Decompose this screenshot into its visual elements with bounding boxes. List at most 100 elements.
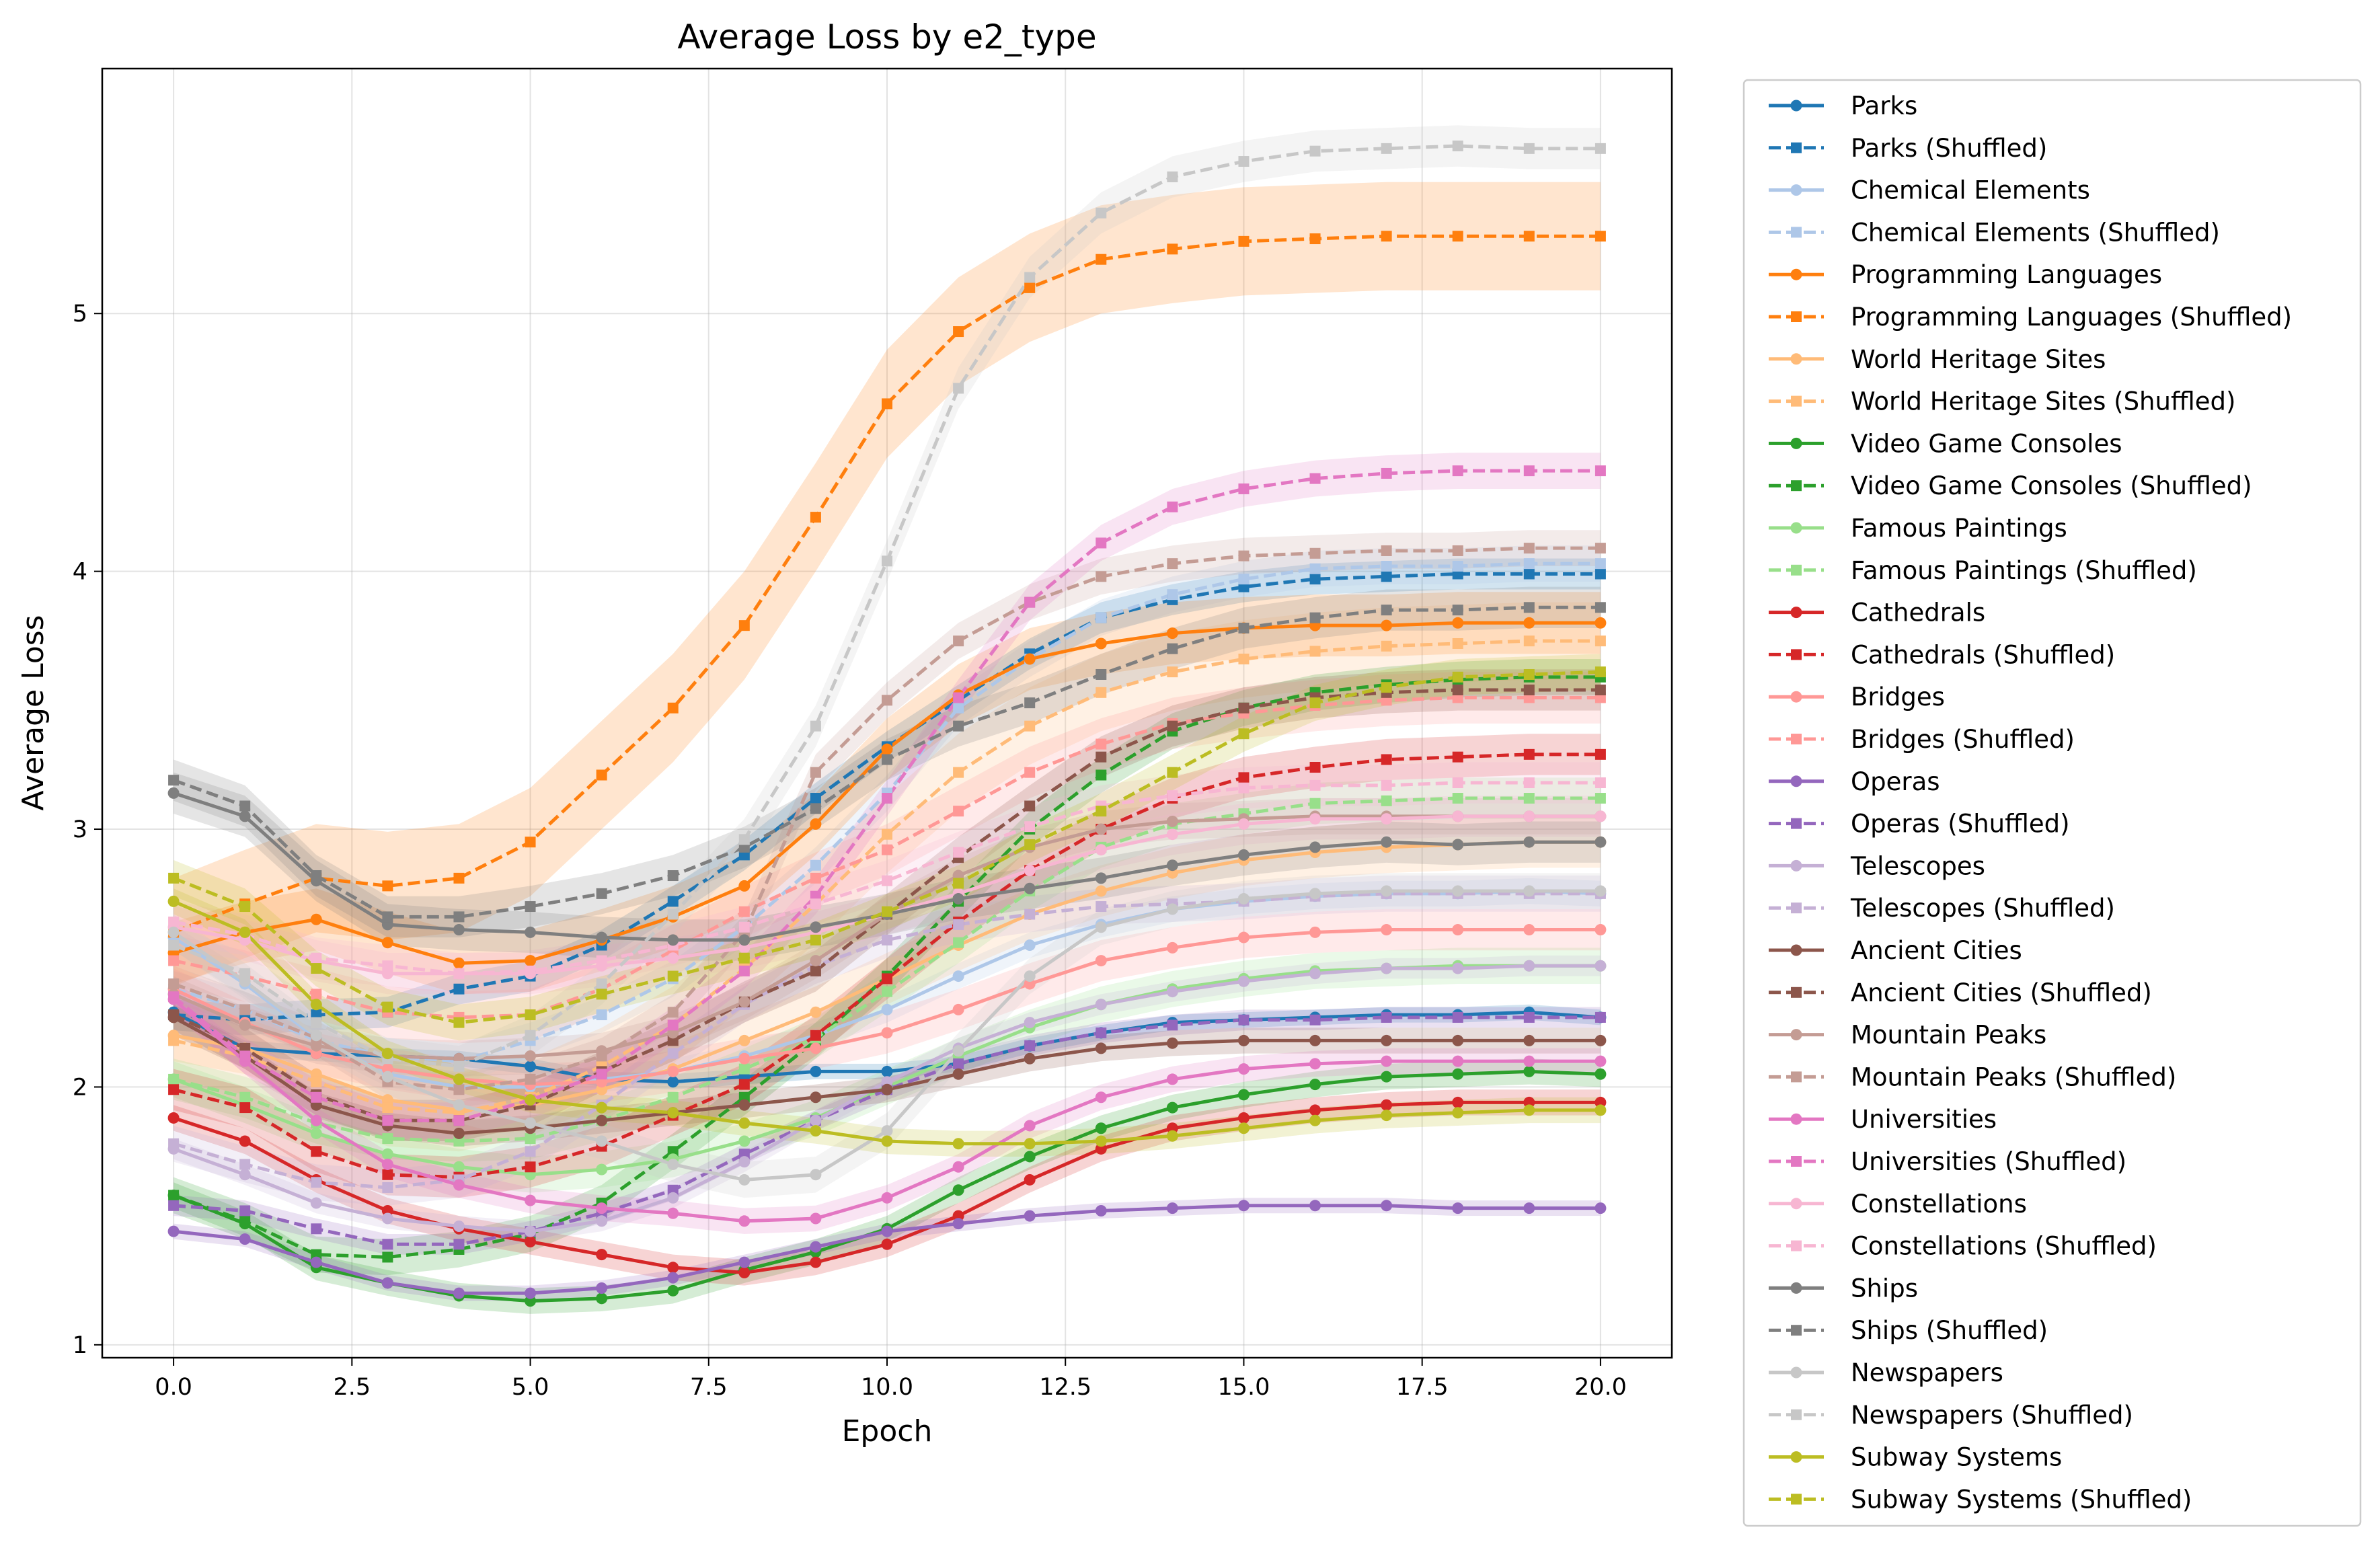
data-point [953,720,964,732]
confidence-band [174,772,1601,961]
data-point [1095,823,1107,835]
legend-item: Operas (Shuffled) [1769,810,2070,839]
data-point [1381,231,1392,242]
data-point [1452,1055,1464,1067]
data-point [239,1019,251,1031]
data-point [311,1091,322,1103]
data-point [453,1179,465,1191]
legend: Parks Parks (Shuffled) Chemical Elements Ch… [1742,79,2362,1527]
legend-label: Cathedrals [1851,598,1985,627]
data-point [667,1272,679,1284]
data-point [525,1060,537,1073]
legend-label: Video Game Consoles (Shuffled) [1851,471,2252,500]
series-line [173,639,1601,1115]
data-point [1238,622,1250,633]
data-point [1095,872,1107,884]
data-point [1381,605,1392,616]
data-point [1096,806,1107,817]
data-point [667,1146,679,1157]
data-point [1238,782,1250,794]
data-point [1381,640,1392,652]
data-point [1309,813,1321,825]
data-point [882,695,892,706]
data-point [168,978,180,990]
data-point [1238,653,1250,664]
legend-label: Newspapers [1851,1358,2003,1387]
data-point [1024,653,1036,665]
legend-label: Programming Languages (Shuffled) [1851,303,2292,332]
data-point [1167,501,1178,512]
series-line [173,546,1601,1091]
legend-marker [1791,987,1802,998]
data-point [952,1003,964,1015]
data-point [1595,777,1606,789]
legend-item: Ancient Cities [1769,936,2022,965]
data-point [525,1194,537,1206]
legend-label: Chemical Elements [1851,176,2090,205]
data-point [882,793,892,804]
data-point [1309,563,1321,574]
data-point [1024,970,1036,982]
legend-marker [1790,1113,1802,1125]
data-point [311,989,322,1000]
data-point [667,1107,679,1119]
data-point [596,989,607,1000]
legend-item: Newspapers [1769,1358,2003,1387]
legend-marker [1790,775,1802,787]
data-point [239,1169,251,1181]
data-point [1381,467,1392,479]
data-point [1523,617,1535,629]
legend-item: Ships (Shuffled) [1769,1316,2048,1345]
data-point [1238,483,1250,494]
data-point [952,1045,964,1057]
data-point [1237,849,1250,861]
legend-item: Famous Paintings [1769,514,2067,543]
data-point [1167,643,1178,654]
data-point [1381,885,1393,897]
x-tick-label: 2.5 [333,1374,371,1401]
legend-item: Constellations [1769,1190,2027,1219]
confidence-band [174,658,1601,1276]
data-point [953,878,964,889]
data-point [1595,465,1606,477]
data-point [1024,1173,1036,1186]
data-point [738,834,750,845]
data-point [1452,793,1463,804]
data-point [1523,1104,1535,1116]
legend-item: Parks (Shuffled) [1769,134,2047,163]
legend-marker [1791,649,1802,660]
legend-label: Ancient Cities [1851,936,2022,965]
data-point [311,1146,322,1157]
legend-label: Bridges (Shuffled) [1851,725,2075,754]
legend-item: Famous Paintings (Shuffled) [1769,556,2197,585]
data-point [1309,926,1321,938]
data-point [1095,844,1107,856]
data-point [810,1169,822,1181]
data-point [1095,1135,1107,1147]
data-point [1095,921,1107,933]
legend-item: Newspapers (Shuffled) [1769,1401,2133,1430]
data-point [168,955,180,966]
legend-item: Mountain Peaks [1769,1021,2046,1050]
y-axis-label: Average Loss [16,615,50,810]
data-point [1452,777,1463,789]
data-point [1166,1037,1178,1049]
data-point [1095,885,1107,897]
data-point [381,1158,393,1170]
data-point [1523,558,1535,570]
legend-label: Mountain Peaks [1851,1021,2046,1050]
series-markers [167,141,1607,1307]
data-point [1452,605,1463,616]
data-point [738,1034,751,1046]
data-point [1167,589,1178,601]
data-point [453,1099,465,1111]
confidence-band [174,1058,1601,1314]
data-point [596,1114,608,1126]
data-point [1523,143,1535,154]
data-point [1309,1034,1321,1046]
data-point [453,968,465,979]
legend-item: Cathedrals [1769,598,1985,627]
data-point [953,937,964,948]
data-point [1595,748,1606,760]
